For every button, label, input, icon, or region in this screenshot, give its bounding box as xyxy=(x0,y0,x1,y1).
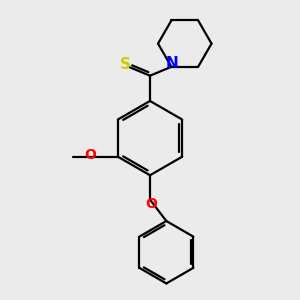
Text: S: S xyxy=(120,58,131,73)
Text: N: N xyxy=(165,56,178,71)
Text: O: O xyxy=(84,148,96,163)
Text: O: O xyxy=(145,197,157,211)
